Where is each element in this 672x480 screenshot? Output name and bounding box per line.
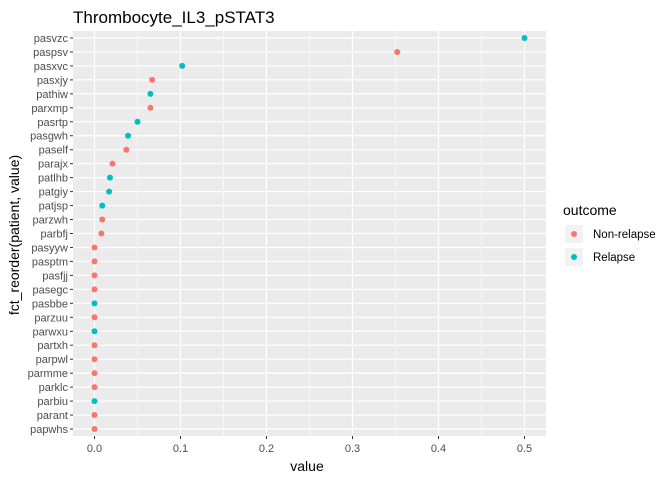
y-tick-label: parant	[37, 410, 68, 422]
data-point	[149, 76, 156, 83]
data-point	[91, 286, 98, 293]
y-tick-label: pasgwh	[30, 131, 68, 143]
data-point	[109, 160, 116, 167]
x-tick-label: 0.5	[517, 443, 532, 455]
y-tick-label: pasrtp	[37, 117, 68, 129]
data-point	[91, 370, 98, 377]
y-tick-label: paspsv	[33, 47, 68, 59]
y-tick-label: patgiy	[39, 187, 69, 199]
data-point	[125, 132, 132, 139]
chart-title: Thrombocyte_IL3_pSTAT3	[73, 8, 275, 27]
legend-label: Non-relapse	[593, 229, 656, 241]
data-point	[394, 48, 401, 55]
data-point	[147, 104, 154, 111]
x-tick-label: 0.3	[345, 443, 360, 455]
data-point	[91, 314, 98, 321]
y-tick-label: parmme	[28, 368, 68, 380]
y-tick-label: parwxu	[33, 326, 68, 338]
data-point	[106, 174, 113, 181]
y-tick-label: patlhb	[38, 173, 68, 185]
data-point	[91, 258, 98, 265]
legend-key-dot	[571, 254, 577, 260]
legend-label: Relapse	[593, 252, 635, 264]
data-point	[106, 188, 113, 195]
data-point	[91, 300, 98, 307]
data-point	[99, 216, 106, 223]
y-tick-label: parzuu	[34, 312, 68, 324]
y-tick-label: pathiw	[36, 89, 68, 101]
data-point	[123, 146, 130, 153]
data-points	[91, 34, 528, 433]
y-tick-label: pasfjj	[42, 270, 68, 282]
x-axis-title: value	[290, 458, 324, 474]
x-tick-label: 0.0	[87, 443, 102, 455]
y-tick-label: papwhs	[30, 424, 68, 436]
data-point	[91, 272, 98, 279]
data-point	[134, 118, 141, 125]
data-point	[521, 34, 528, 41]
data-point	[91, 328, 98, 335]
y-tick-label: patjsp	[39, 201, 68, 213]
y-axis-title: fct_reorder(patient, value)	[6, 155, 22, 315]
y-tick-label: parzwh	[33, 215, 68, 227]
y-tick-label: pasyyw	[31, 242, 68, 254]
y-tick-label: parajx	[38, 159, 68, 171]
y-tick-label: pasptm	[32, 256, 68, 268]
x-tick-label: 0.4	[431, 443, 446, 455]
y-tick-label: partxh	[37, 340, 68, 352]
data-point	[91, 384, 98, 391]
x-tick-label: 0.2	[259, 443, 274, 455]
legend: outcome Non-relapse Relapse	[563, 202, 656, 266]
data-point	[147, 90, 154, 97]
y-tick-labels: pasvzc paspsv pasxvc pasxjy pathiw parxmp pasr…	[28, 33, 73, 436]
x-tick-label: 0.1	[173, 443, 188, 455]
data-point	[99, 202, 106, 209]
data-point	[179, 62, 186, 69]
y-tick-label: parbiu	[37, 396, 68, 408]
x-tick-labels: 0.0 0.1 0.2 0.3 0.4 0.5	[87, 436, 532, 455]
data-point	[91, 426, 98, 433]
y-tick-label: parklc	[39, 382, 69, 394]
data-point	[91, 244, 98, 251]
y-tick-label: pasbbe	[32, 298, 68, 310]
y-tick-label: pasvzc	[34, 33, 69, 45]
legend-title: outcome	[563, 202, 617, 218]
y-tick-label: parbfj	[40, 229, 68, 241]
y-tick-label: pasegc	[33, 284, 69, 296]
data-point	[98, 230, 105, 237]
legend-key-dot	[571, 231, 577, 237]
y-tick-label: parxmp	[31, 103, 68, 115]
data-point	[91, 412, 98, 419]
y-tick-label: paself	[39, 145, 69, 157]
data-point	[91, 356, 98, 363]
y-tick-label: parpwl	[36, 354, 68, 366]
y-tick-label: pasxjy	[37, 75, 69, 87]
y-tick-label: pasxvc	[34, 61, 69, 73]
data-point	[91, 398, 98, 405]
data-point	[91, 342, 98, 349]
gridlines	[73, 31, 546, 436]
